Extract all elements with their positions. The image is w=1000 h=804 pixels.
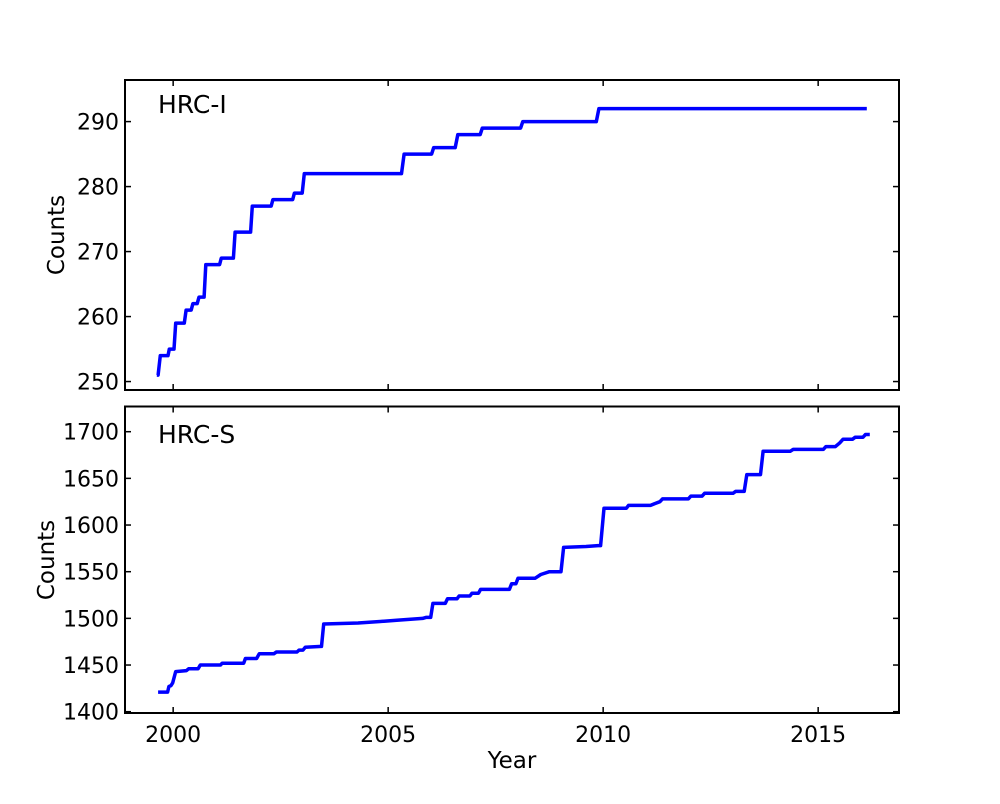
y-tick-label: 1550: [63, 561, 119, 586]
y-tick-label: 1700: [63, 421, 119, 446]
x-tick-label: 2005: [360, 723, 416, 748]
axes-border: [124, 405, 900, 714]
x-tick-label: 2015: [790, 723, 846, 748]
y-tick-label: 290: [77, 111, 119, 136]
axes-border: [124, 79, 900, 391]
y-tick-label: 1400: [63, 701, 119, 726]
panel-top-label: HRC-I: [158, 90, 227, 119]
panel-bottom-hrc-s: 2000 2005 2010 2015 1400 1450 1500 1550 1600 1650…: [63, 405, 900, 748]
panel-top-y-axis-label: Counts: [44, 195, 70, 275]
x-tick-label: 2010: [575, 723, 631, 748]
y-tick-label: 1450: [63, 654, 119, 679]
y-tick-label: 260: [77, 306, 119, 331]
y-tick-label: 270: [77, 241, 119, 266]
x-axis-label: Year: [487, 748, 537, 774]
y-tick-label: 280: [77, 176, 119, 201]
hrc-s-line: [158, 432, 870, 694]
y-tick-label: 250: [77, 371, 119, 396]
y-tick-label: 1500: [63, 607, 119, 632]
panel-top-hrc-i: 250 260 270 280 290: [77, 79, 900, 396]
panel-bottom-label: HRC-S: [158, 420, 235, 449]
x-tick-label: 2000: [145, 723, 201, 748]
y-tick-label: 1600: [63, 514, 119, 539]
hrc-i-line: [156, 106, 867, 377]
panel-bottom-y-axis-label: Counts: [34, 520, 60, 600]
y-tick-label: 1650: [63, 467, 119, 492]
